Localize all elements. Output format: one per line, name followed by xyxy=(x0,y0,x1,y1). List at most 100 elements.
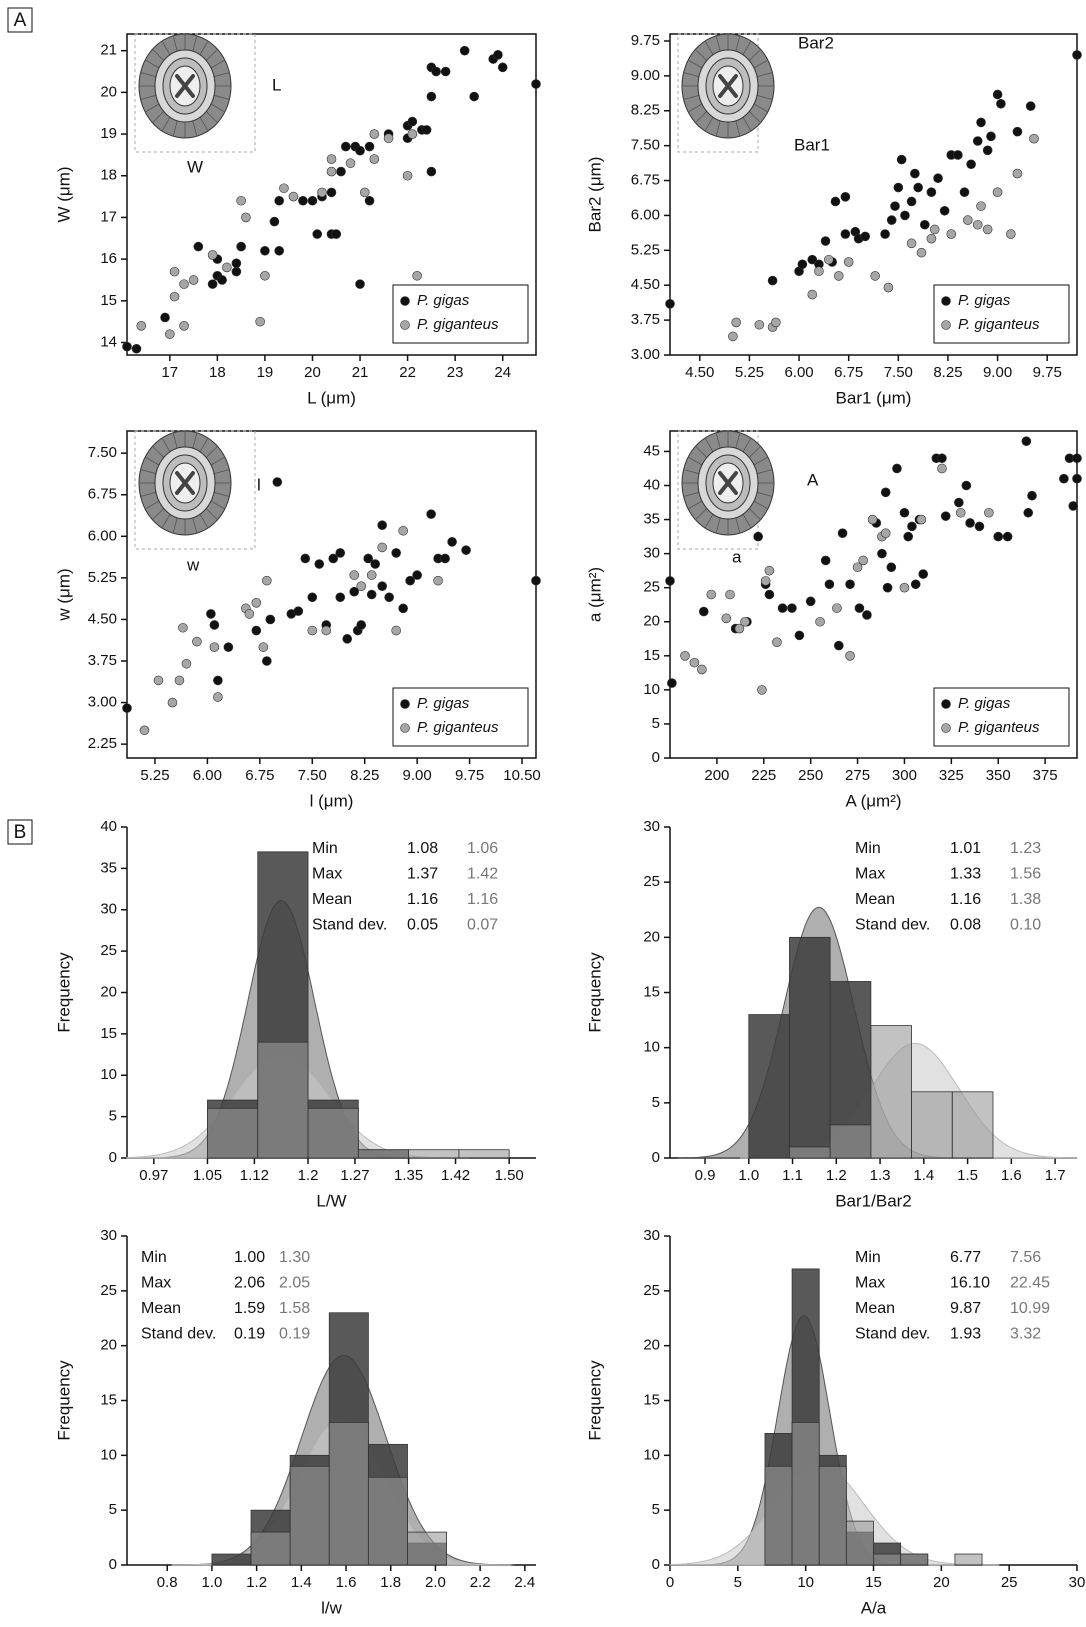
point xyxy=(903,531,913,542)
diagram-label: W xyxy=(187,157,203,176)
hist-bar xyxy=(951,1091,994,1159)
diagram-ray xyxy=(753,456,769,466)
hist-bar xyxy=(845,1520,874,1566)
stats-cell: 1.23 xyxy=(1010,840,1041,857)
panel-label: B xyxy=(14,822,27,843)
point xyxy=(314,559,325,569)
point xyxy=(355,145,365,156)
stats-cell: Min xyxy=(855,1249,881,1266)
diagram-ray xyxy=(742,513,752,529)
point xyxy=(764,589,775,600)
point xyxy=(179,321,189,331)
x-axis-label: A (μm²) xyxy=(845,791,901,810)
x-tick-label: 9.75 xyxy=(1033,364,1062,381)
diagram-label: A xyxy=(807,470,819,489)
point xyxy=(740,616,750,627)
point xyxy=(886,215,897,225)
y-tick-label: 20 xyxy=(643,928,660,945)
y-tick-label: 0 xyxy=(109,1149,117,1166)
point xyxy=(461,545,471,555)
diagram-ray xyxy=(748,445,761,458)
x-tick-label: 0.97 xyxy=(139,1167,168,1184)
x-tick-label: 1.6 xyxy=(1001,1167,1022,1184)
point xyxy=(136,321,147,331)
y-tick-label: 30 xyxy=(643,818,660,835)
point xyxy=(433,575,443,586)
y-tick-label: 25 xyxy=(643,1282,660,1299)
y-tick-label: 4.50 xyxy=(631,276,660,293)
point xyxy=(984,507,994,518)
point xyxy=(926,187,937,197)
x-axis-label: l/w xyxy=(321,1598,343,1617)
y-tick-label: 6.75 xyxy=(88,486,117,503)
x-tick-label: 200 xyxy=(704,767,729,784)
point xyxy=(882,582,893,593)
x-tick-label: 275 xyxy=(845,767,870,784)
x-tick-label: 250 xyxy=(798,767,823,784)
x-tick-label: 1.1 xyxy=(782,1167,803,1184)
diagram-ray xyxy=(205,445,218,458)
point xyxy=(336,166,346,177)
point xyxy=(870,271,880,281)
point xyxy=(892,463,902,474)
hist-bar xyxy=(900,1553,929,1566)
stats-cell: 0.05 xyxy=(407,917,438,934)
diagram-ray xyxy=(742,437,752,453)
diagram-ray xyxy=(748,48,761,61)
plot-frame xyxy=(669,430,1078,759)
hist-bar xyxy=(458,1149,510,1159)
diagram-ray xyxy=(172,120,178,137)
diagram-ray xyxy=(161,116,171,132)
stats-cell: 1.01 xyxy=(950,840,981,857)
diagram-ray xyxy=(210,103,226,113)
point xyxy=(772,637,782,647)
hist-bar xyxy=(250,1531,291,1566)
x-tick-label: 1.35 xyxy=(394,1167,423,1184)
x-tick-label: 1.7 xyxy=(1045,1167,1066,1184)
diagram-ray xyxy=(753,59,769,69)
diagram-ray xyxy=(213,469,230,475)
y-axis-label: w (μm) xyxy=(54,568,73,621)
point xyxy=(1059,473,1069,484)
point xyxy=(753,531,763,542)
point xyxy=(260,270,270,281)
x-axis-label: L (μm) xyxy=(307,388,356,407)
point xyxy=(326,187,337,198)
point xyxy=(213,692,223,702)
point xyxy=(447,537,457,547)
point xyxy=(377,542,387,553)
point xyxy=(926,233,937,244)
x-tick-label: 6.00 xyxy=(193,767,222,784)
stats-cell: 9.87 xyxy=(950,1300,981,1317)
point xyxy=(890,201,900,211)
point xyxy=(937,463,947,474)
point xyxy=(852,562,863,573)
point xyxy=(398,525,408,536)
plot-frame xyxy=(126,430,537,759)
point xyxy=(858,555,868,566)
y-tick-label: 25 xyxy=(643,579,660,596)
y-tick-label: 7.50 xyxy=(88,444,117,461)
point xyxy=(293,606,304,616)
point xyxy=(845,651,855,661)
hist-bar xyxy=(748,1014,790,1159)
y-tick-label: 20 xyxy=(643,1337,660,1354)
stats-cell: Mean xyxy=(855,891,895,908)
point xyxy=(665,576,675,586)
x-tick-label: 25 xyxy=(1001,1574,1018,1591)
point xyxy=(667,678,677,688)
point xyxy=(244,609,255,619)
x-tick-label: 0.8 xyxy=(157,1574,178,1591)
hist-bar xyxy=(870,1025,912,1159)
hist-bar xyxy=(873,1553,902,1566)
x-tick-label: 1.2 xyxy=(298,1167,319,1184)
point xyxy=(193,241,204,252)
point xyxy=(1072,473,1082,484)
x-tick-label: 21 xyxy=(352,364,369,381)
point xyxy=(1068,501,1079,511)
y-tick-label: 3.00 xyxy=(88,694,117,711)
stats-cell: 22.45 xyxy=(1010,1275,1050,1292)
point xyxy=(265,614,276,625)
point xyxy=(192,636,202,647)
diagram-ray xyxy=(199,40,209,56)
